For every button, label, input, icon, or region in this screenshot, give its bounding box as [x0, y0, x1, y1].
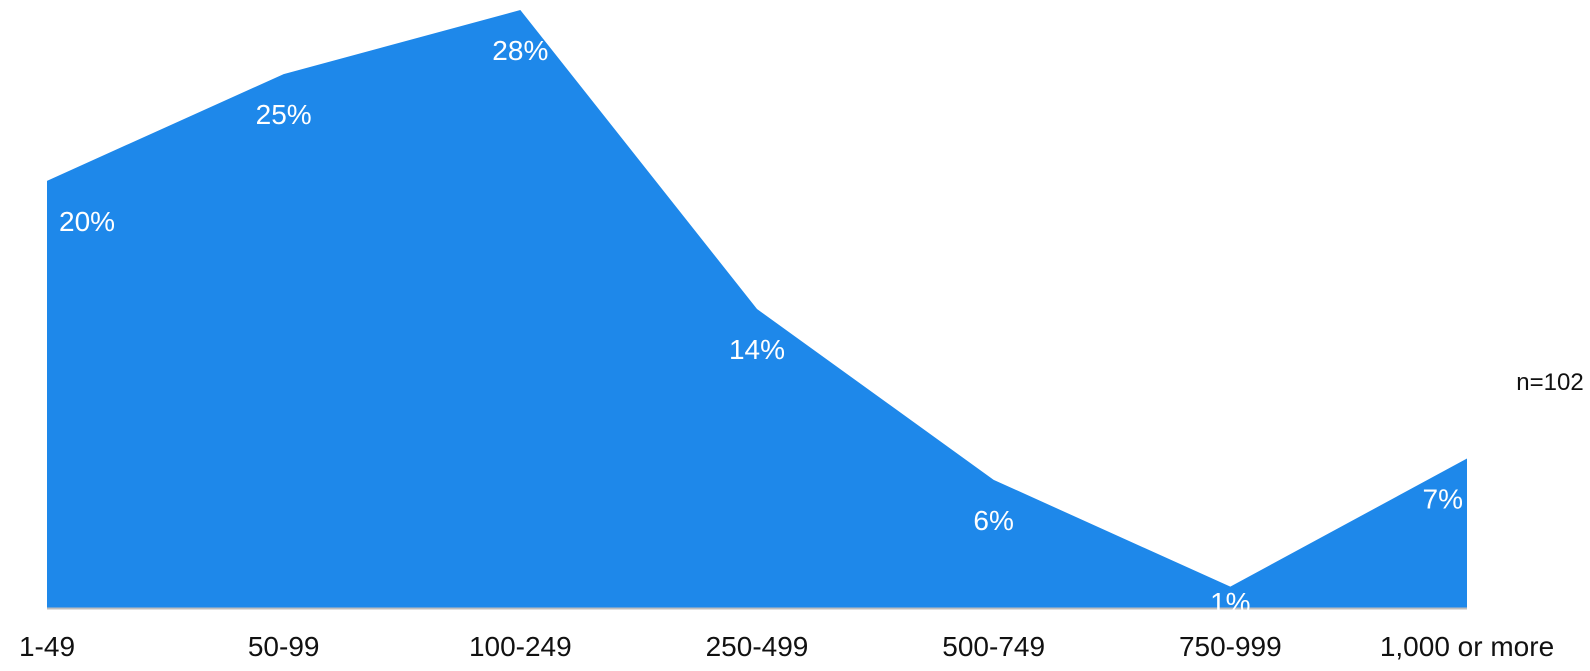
sample-size-note: n=102 — [1516, 369, 1583, 396]
data-label: 25% — [256, 99, 312, 130]
data-label: 7% — [1423, 484, 1463, 515]
area-series — [47, 10, 1467, 608]
x-tick-label: 250-499 — [706, 631, 809, 662]
x-tick-label: 100-249 — [469, 631, 572, 662]
x-tick-label: 50-99 — [248, 631, 320, 662]
x-tick-label: 1,000 or more — [1380, 631, 1554, 662]
x-tick-label: 1-49 — [19, 631, 75, 662]
x-tick-label: 500-749 — [942, 631, 1045, 662]
area-layer — [47, 10, 1467, 608]
data-label: 28% — [492, 35, 548, 66]
x-axis-tick-labels: 1-49 50-99 100-249 250-499 500-749 750-999 1,0… — [19, 631, 1554, 662]
data-label: 14% — [729, 334, 785, 365]
data-label: 6% — [973, 505, 1013, 536]
data-label: 1% — [1210, 587, 1250, 618]
x-tick-label: 750-999 — [1179, 631, 1282, 662]
data-label: 20% — [59, 206, 115, 237]
data-label-layer: 20% 25% 28% 14% 6% 1% 7% — [59, 35, 1463, 618]
